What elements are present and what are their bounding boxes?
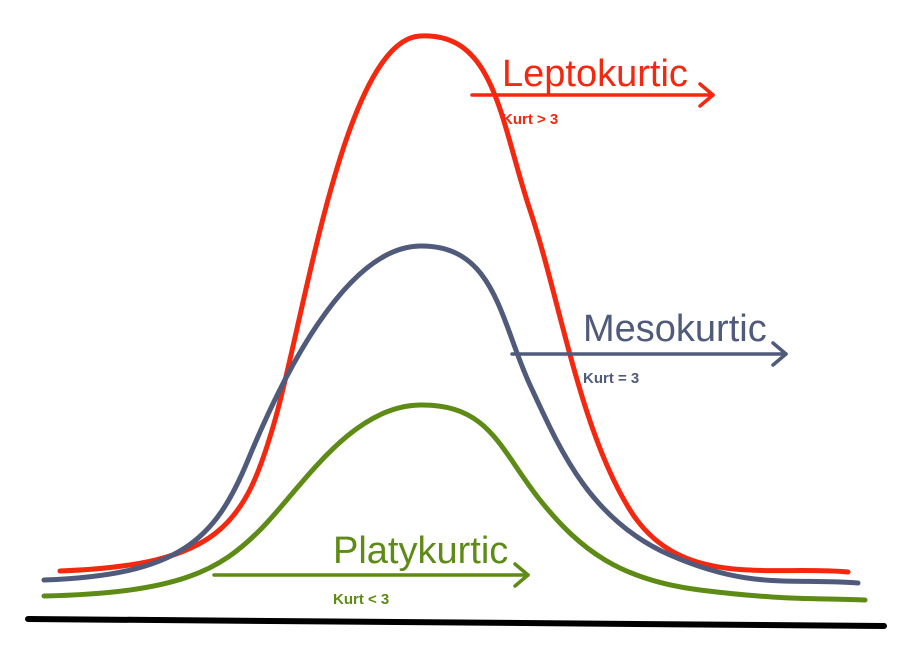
platykurtic-curve [41,402,868,603]
leptokurtic-annotation: Leptokurtic Kurt > 3 [470,53,715,128]
mesokurtic-kurt-label: Kurt = 3 [583,370,639,387]
leptokurtic-curve [57,33,851,575]
mesokurtic-arrowhead [771,341,788,367]
platykurtic-arrowhead [513,562,530,588]
mesokurtic-annotation: Mesokurtic Kurt = 3 [510,308,788,387]
leptokurtic-label: Leptokurtic [502,53,688,95]
leptokurtic-kurt-label: Kurt > 3 [502,111,558,128]
platykurtic-label: Platykurtic [333,530,508,572]
baseline-axis [25,616,887,629]
leptokurtic-arrowhead [698,82,715,108]
platykurtic-kurt-label: Kurt < 3 [333,591,389,608]
platykurtic-annotation: Platykurtic Kurt < 3 [212,530,530,608]
mesokurtic-curve [41,243,861,586]
mesokurtic-label: Mesokurtic [583,308,767,350]
